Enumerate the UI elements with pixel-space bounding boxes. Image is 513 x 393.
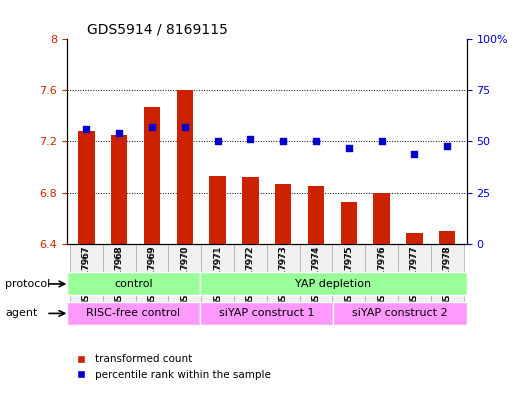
Text: GSM1517974: GSM1517974 <box>311 246 321 307</box>
Point <box>312 138 320 145</box>
Point <box>378 138 386 145</box>
FancyBboxPatch shape <box>200 272 467 296</box>
Text: GSM1517977: GSM1517977 <box>410 245 419 306</box>
FancyBboxPatch shape <box>135 244 168 320</box>
FancyBboxPatch shape <box>200 302 333 325</box>
Bar <box>78 131 94 244</box>
Text: agent: agent <box>5 308 37 318</box>
Point <box>410 151 419 157</box>
Text: GSM1517978: GSM1517978 <box>443 246 451 307</box>
Bar <box>341 202 357 244</box>
FancyBboxPatch shape <box>103 244 135 320</box>
FancyBboxPatch shape <box>333 302 467 325</box>
Text: GSM1517967: GSM1517967 <box>82 245 91 306</box>
Text: GSM1517978: GSM1517978 <box>443 245 451 306</box>
Point <box>115 130 123 136</box>
Text: GSM1517969: GSM1517969 <box>147 245 156 306</box>
Text: GSM1517977: GSM1517977 <box>410 246 419 307</box>
FancyBboxPatch shape <box>201 244 234 320</box>
Text: GSM1517971: GSM1517971 <box>213 246 222 307</box>
Point <box>279 138 287 145</box>
Text: GSM1517970: GSM1517970 <box>180 246 189 307</box>
Text: YAP depletion: YAP depletion <box>295 279 371 289</box>
Point <box>82 126 90 132</box>
Text: GSM1517968: GSM1517968 <box>115 245 124 306</box>
Text: GSM1517972: GSM1517972 <box>246 246 255 307</box>
FancyBboxPatch shape <box>70 244 103 320</box>
Bar <box>111 135 127 244</box>
Text: GSM1517973: GSM1517973 <box>279 246 288 307</box>
Bar <box>439 231 456 244</box>
Point <box>246 136 254 143</box>
Text: GSM1517973: GSM1517973 <box>279 245 288 306</box>
FancyBboxPatch shape <box>365 244 398 320</box>
Text: GSM1517971: GSM1517971 <box>213 245 222 306</box>
Bar <box>176 90 193 244</box>
Text: RISC-free control: RISC-free control <box>86 309 181 318</box>
Bar <box>275 184 291 244</box>
Text: siYAP construct 2: siYAP construct 2 <box>352 309 448 318</box>
Bar <box>242 177 259 244</box>
Text: GSM1517976: GSM1517976 <box>377 246 386 307</box>
FancyBboxPatch shape <box>300 244 332 320</box>
Text: GSM1517972: GSM1517972 <box>246 245 255 306</box>
Point <box>345 145 353 151</box>
Point <box>443 142 451 149</box>
FancyBboxPatch shape <box>267 244 300 320</box>
FancyBboxPatch shape <box>431 244 464 320</box>
Text: GSM1517974: GSM1517974 <box>311 245 321 306</box>
Text: GSM1517967: GSM1517967 <box>82 246 91 307</box>
FancyBboxPatch shape <box>168 244 201 320</box>
Bar <box>373 193 390 244</box>
Text: GSM1517970: GSM1517970 <box>180 245 189 306</box>
Text: GSM1517976: GSM1517976 <box>377 245 386 306</box>
Text: GSM1517975: GSM1517975 <box>344 246 353 307</box>
Bar <box>406 233 423 244</box>
Text: siYAP construct 1: siYAP construct 1 <box>219 309 314 318</box>
Legend: transformed count, percentile rank within the sample: transformed count, percentile rank withi… <box>72 350 275 384</box>
Text: GSM1517969: GSM1517969 <box>147 246 156 307</box>
FancyBboxPatch shape <box>67 302 200 325</box>
Bar <box>308 186 324 244</box>
Text: control: control <box>114 279 153 289</box>
Bar <box>209 176 226 244</box>
Text: GSM1517968: GSM1517968 <box>115 246 124 307</box>
Bar <box>144 107 160 244</box>
Point <box>181 124 189 130</box>
FancyBboxPatch shape <box>332 244 365 320</box>
FancyBboxPatch shape <box>398 244 431 320</box>
Point <box>148 124 156 130</box>
Text: GSM1517975: GSM1517975 <box>344 245 353 306</box>
Text: protocol: protocol <box>5 279 50 289</box>
FancyBboxPatch shape <box>67 272 200 296</box>
Point <box>213 138 222 145</box>
FancyBboxPatch shape <box>234 244 267 320</box>
Text: GDS5914 / 8169115: GDS5914 / 8169115 <box>87 23 228 37</box>
